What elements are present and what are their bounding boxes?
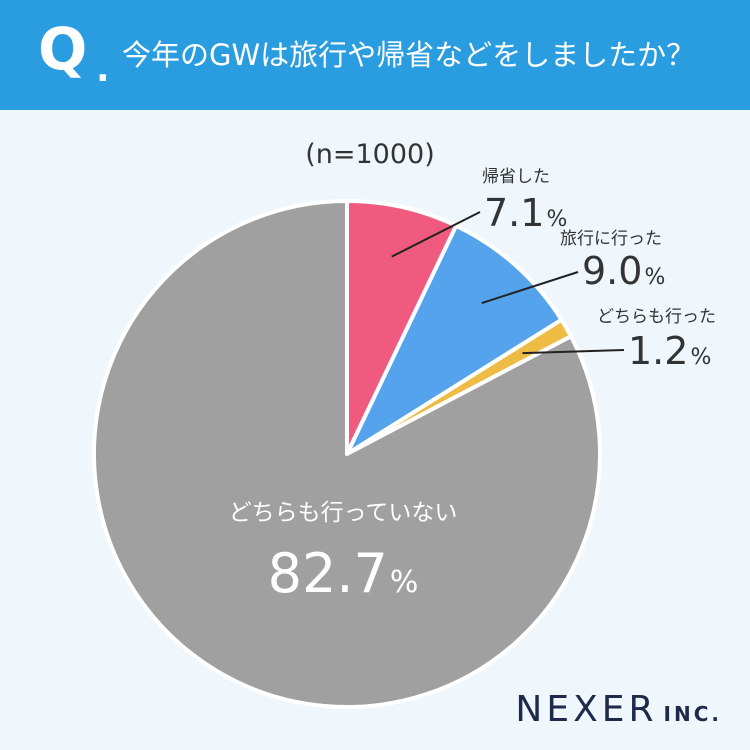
q-mark: Q	[38, 15, 88, 83]
q-mark-dot: .	[96, 49, 110, 90]
slice-name-label: どちらも行っていない	[229, 500, 458, 526]
slice-value-label: 7.1%	[484, 191, 567, 235]
pie-slice	[345, 223, 564, 456]
slice-value-label: 1.2%	[628, 329, 711, 373]
question-text: 今年のGWは旅行や帰省などをしましたか？	[122, 38, 696, 72]
slice-value-label: 9.0%	[582, 249, 665, 293]
logo-wordmark: NEXER	[515, 689, 658, 730]
leader-line	[391, 211, 481, 258]
logo-inc: INC.	[663, 702, 722, 726]
pie-slice	[92, 199, 602, 709]
question-banner: Q . 今年のGWは旅行や帰省などをしましたか？	[0, 0, 750, 110]
slice-name-label: どちらも行った	[597, 307, 716, 327]
slice-name-label: 旅行に行った	[560, 229, 662, 249]
leader-line	[522, 349, 625, 355]
company-logo: NEXER INC.	[515, 692, 722, 728]
sample-size-note: (n=1000)	[305, 139, 435, 170]
leader-line	[481, 271, 579, 304]
slice-name-label: 帰省した	[482, 167, 550, 187]
